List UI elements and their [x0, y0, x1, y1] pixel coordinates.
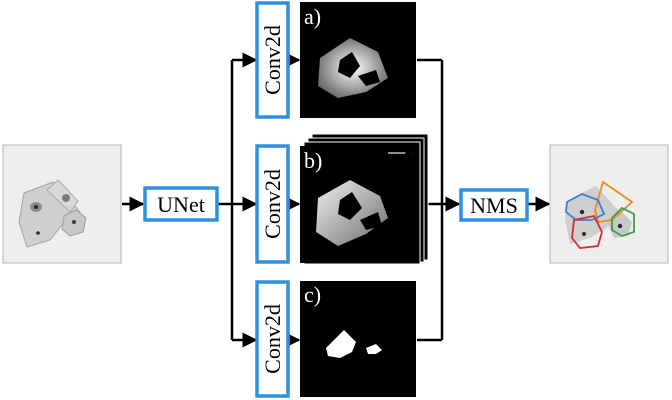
contour-orange	[594, 180, 634, 224]
connectors	[122, 52, 551, 348]
panel-a-label: a)	[304, 4, 321, 29]
conv-b-label: Conv2d	[260, 169, 285, 239]
contour-green	[611, 206, 635, 237]
panel-b-label: b)	[304, 148, 322, 173]
input-image	[2, 144, 122, 264]
panel-c: c)	[300, 281, 416, 397]
panel-b: b)	[300, 133, 429, 265]
unet-block: UNet	[143, 186, 219, 222]
conv-a-label: Conv2d	[260, 25, 285, 95]
conv-c-block: Conv2d	[255, 280, 290, 398]
panel-c-label: c)	[304, 282, 321, 307]
nms-label: NMS	[470, 193, 518, 218]
contour-red	[571, 214, 603, 249]
conv-c-label: Conv2d	[260, 304, 285, 374]
unet-label: UNet	[157, 192, 205, 217]
conv-a-block: Conv2d	[255, 1, 290, 119]
conv-b-block: Conv2d	[255, 144, 290, 264]
nms-block: NMS	[459, 188, 529, 222]
panel-a: a)	[300, 2, 416, 118]
contour-blue	[565, 193, 606, 221]
output-image	[549, 144, 669, 264]
